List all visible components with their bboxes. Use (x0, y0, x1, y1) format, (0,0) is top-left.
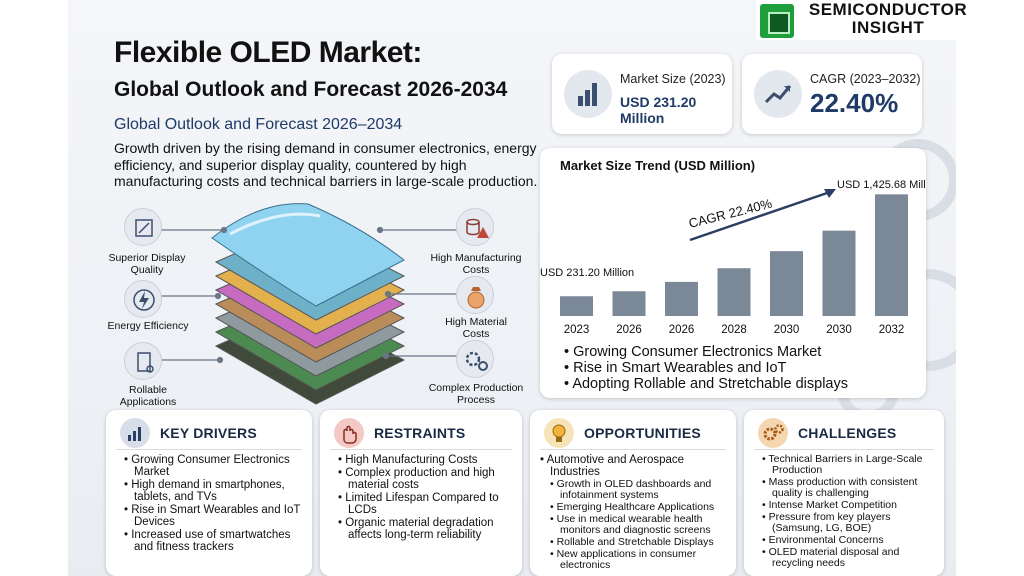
panel-header: RESTRAINTS (330, 418, 512, 450)
panel-header: KEY DRIVERS (116, 418, 302, 450)
gears-icon (456, 340, 494, 378)
oled-layers-illustration (211, 203, 406, 405)
page-subtitle: Global Outlook and Forecast 2026–2034 (114, 116, 403, 133)
bar-1 (612, 291, 646, 316)
lightbulb-icon (544, 418, 574, 448)
list-item: Emerging Healthcare Applications (540, 502, 728, 513)
feature-connectors (160, 226, 460, 364)
list-item: High Manufacturing Costs (338, 454, 514, 466)
list-item: Rise in Smart Wearables and IoT (564, 360, 848, 376)
market-size-card: Market Size (2023) USD 231.20 Million (552, 54, 732, 134)
feature-material-costs: High Material Costs (445, 316, 507, 340)
x-tick-label: 2028 (721, 324, 747, 336)
bar-4 (770, 251, 803, 316)
cagr-arrow-head (824, 189, 836, 198)
bar-0 (560, 296, 593, 316)
market-trend-chart-card: Market Size Trend (USD Million) CAGR 22.… (540, 148, 926, 398)
list-item: Growth in OLED dashboards and infotainme… (540, 479, 728, 501)
list-item: Automotive and Aerospace Industries (540, 454, 728, 478)
list-item: Environmental Concerns (762, 535, 936, 546)
restraints-list: High Manufacturing Costs Complex product… (338, 454, 514, 542)
feature-display-quality: Superior Display Quality (108, 252, 186, 276)
opportunities-list: Automotive and Aerospace Industries Grow… (540, 454, 728, 572)
list-item: Use in medical wearable health monitors … (540, 514, 728, 536)
trend-up-icon (754, 70, 802, 118)
list-item: Growing Consumer Electronics Market (564, 344, 848, 360)
key-drivers-panel: KEY DRIVERS Growing Consumer Electronics… (106, 410, 312, 576)
page-description: Growth driven by the rising demand in co… (114, 140, 538, 189)
feature-complex-production: Complex Production Process (428, 382, 524, 406)
list-item: Intense Market Competition (762, 500, 936, 511)
money-bag-icon (456, 276, 494, 314)
bar-5 (822, 230, 856, 316)
panel-header: OPPORTUNITIES (540, 418, 726, 450)
list-item: Pressure from key players (Samsung, LG, … (762, 512, 936, 534)
x-tick-label: 2030 (826, 324, 852, 336)
feature-manufacturing-costs: High Manufacturing Costs (430, 252, 522, 276)
x-tick-label: 2026 (616, 324, 642, 336)
page-title-line2: Global Outlook and Forecast 2026-2034 (114, 78, 508, 101)
list-item: OLED material disposal and recycling nee… (762, 547, 936, 569)
brand-logo: SEMICONDUCTOR INSIGHT (756, 0, 976, 40)
market-size-label: Market Size (2023) (620, 72, 726, 86)
x-tick-label: 2026 (669, 324, 695, 336)
challenges-title: CHALLENGES (798, 425, 897, 441)
list-item: Mass production with consistent quality … (762, 477, 936, 499)
stop-hand-icon (334, 418, 364, 448)
list-item: Limited Lifespan Compared to LCDs (338, 492, 514, 516)
key-drivers-title: KEY DRIVERS (160, 425, 257, 441)
bar-3 (717, 268, 751, 316)
list-item: High demand in smartphones, tablets, and… (124, 479, 304, 503)
chip-icon (760, 4, 794, 38)
feature-energy-efficiency: Energy Efficiency (107, 320, 189, 332)
challenges-list: Technical Barriers in Large-Scale Produc… (762, 454, 936, 570)
list-item: Increased use of smartwatches and fitnes… (124, 529, 304, 553)
gear-icon (758, 418, 788, 448)
cagr-label: CAGR (2023–2032) (810, 72, 921, 86)
energy-icon (124, 280, 162, 318)
list-item: Rollable and Stretchable Displays (540, 537, 728, 548)
list-item: New applications in consumer electronics (540, 549, 728, 571)
coins-warning-icon (456, 208, 494, 246)
challenges-panel: CHALLENGES Technical Barriers in Large-S… (744, 410, 944, 576)
cagr-card: CAGR (2023–2032) 22.40% (742, 54, 922, 134)
restraints-title: RESTRAINTS (374, 425, 466, 441)
list-item: Organic material degradation affects lon… (338, 517, 514, 541)
list-item: Technical Barriers in Large-Scale Produc… (762, 454, 936, 476)
bar-2 (665, 281, 698, 316)
feature-rollable-applications: Rollable Applications (119, 384, 177, 408)
panel-header: CHALLENGES (754, 418, 934, 450)
bar-6 (875, 194, 908, 316)
brand-name: SEMICONDUCTOR INSIGHT (808, 0, 968, 37)
trend-bullet-list: Growing Consumer Electronics Market Rise… (564, 344, 848, 392)
opportunities-title: OPPORTUNITIES (584, 425, 701, 441)
x-tick-label: 2023 (564, 324, 590, 336)
chart-title: Market Size Trend (USD Million) (560, 158, 756, 173)
market-size-value: USD 231.20 Million (620, 94, 697, 126)
expand-screen-icon (124, 208, 162, 246)
opportunities-panel: OPPORTUNITIES Automotive and Aerospace I… (530, 410, 736, 576)
list-item: Adopting Rollable and Stretchable displa… (564, 376, 848, 392)
start-value-label: USD 231.20 Million (540, 267, 634, 279)
scroll-icon (124, 342, 162, 380)
page-title: Flexible OLED Market: (114, 36, 422, 69)
list-item: Rise in Smart Wearables and IoT Devices (124, 504, 304, 528)
bar-chart-icon (564, 70, 612, 118)
key-drivers-list: Growing Consumer Electronics Market High… (124, 454, 304, 554)
x-tick-label: 2030 (774, 324, 800, 336)
market-trend-chart: CAGR 22.40% 2023 2026 2026 2028 2030 2030 2032… (540, 179, 926, 336)
end-value-label: USD 1,425.68 Million (837, 179, 926, 191)
cagr-value: 22.40% (810, 88, 899, 118)
cagr-arrow (689, 190, 831, 242)
list-item: Complex production and high material cos… (338, 467, 514, 491)
list-item: Growing Consumer Electronics Market (124, 454, 304, 478)
restraints-panel: RESTRAINTS High Manufacturing Costs Comp… (320, 410, 522, 576)
growth-chart-icon (120, 418, 150, 448)
x-tick-label: 2032 (879, 324, 905, 336)
